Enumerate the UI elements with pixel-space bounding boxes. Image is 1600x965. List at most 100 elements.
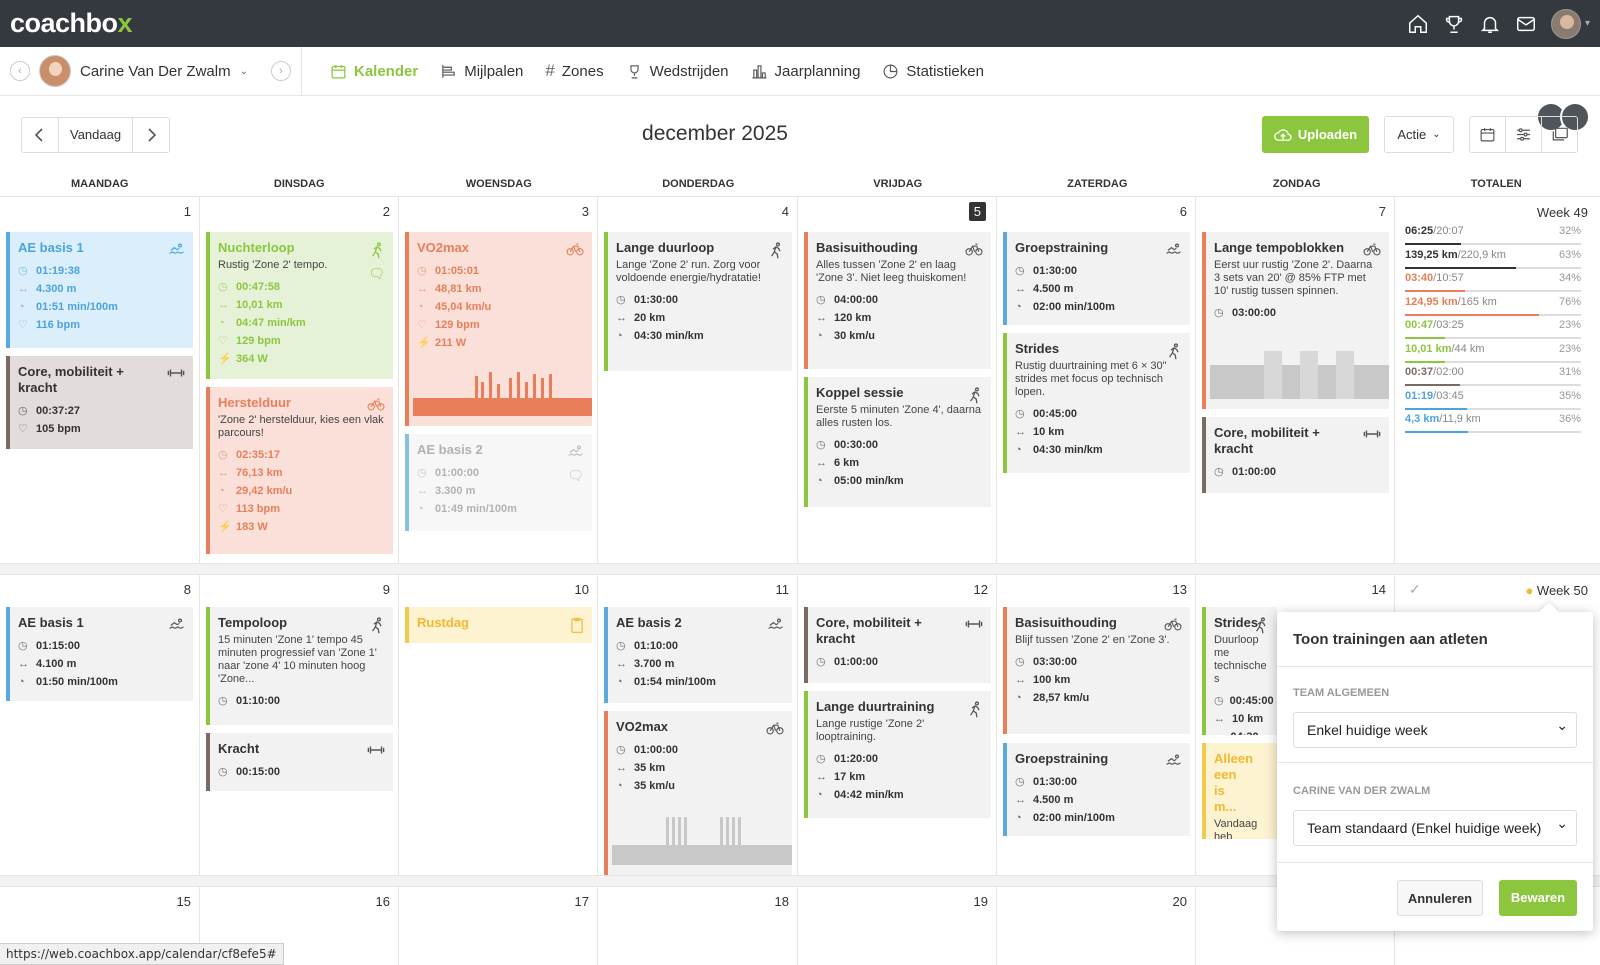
- swim-icon: [1165, 242, 1182, 261]
- workout-stat: ◔ 35 km/u: [616, 777, 784, 795]
- day-cell[interactable]: 1: [0, 197, 200, 563]
- workout-card[interactable]: Basisuithouding Blijf tussen 'Zone 2' en …: [1003, 607, 1190, 734]
- workout-card[interactable]: Strides Rustig duurtraining met 6 × 30" s…: [1003, 333, 1190, 473]
- workout-card[interactable]: Groepstraining ◷ 01:30:00 ↔ 4.500 m ◔ 02:00 mi…: [1003, 232, 1190, 325]
- workout-card[interactable]: Koppel sessie Eerste 5 minuten 'Zone 4', …: [804, 377, 991, 507]
- workout-stat: ⚡ 211 W: [417, 334, 584, 352]
- coachbox-logo[interactable]: coachbox: [10, 8, 133, 38]
- clipboard-icon: [570, 617, 584, 638]
- workout-card[interactable]: Lange duurloop Lange 'Zone 2' run. Zorg v…: [604, 232, 792, 371]
- check-icon[interactable]: ✓: [1409, 581, 1421, 597]
- calendar-view-button[interactable]: [1470, 117, 1506, 152]
- workout-card[interactable]: AE basis 2 ◷ 01:10:00 ↔ 3.700 m ◔ 01:54 min/10…: [604, 607, 792, 703]
- total-row: 00:37/02:00 31%: [1405, 366, 1581, 389]
- workout-card[interactable]: Rustdag: [405, 607, 592, 643]
- save-button[interactable]: Bewaren: [1499, 880, 1577, 916]
- prev-athlete-button[interactable]: ‹: [10, 61, 30, 81]
- mail-icon[interactable]: [1515, 13, 1537, 35]
- workout-card[interactable]: Groepstraining ◷ 01:30:00 ↔ 4.500 m ◔ 02:00 mi…: [1003, 743, 1190, 836]
- workout-card[interactable]: Herstelduur 'Zone 2' herstelduur, kies ee…: [206, 387, 393, 554]
- cancel-button[interactable]: Annuleren: [1397, 880, 1483, 916]
- tab-wedstrijden[interactable]: Wedstrijden: [626, 63, 729, 80]
- comment-icon[interactable]: 🗨: [368, 266, 385, 281]
- workout-card[interactable]: Core, mobiliteit + kracht ◷ 01:00:00: [1202, 417, 1389, 493]
- workout-stat: ↔ 3.700 m: [616, 655, 784, 673]
- stat-icon: ◷: [417, 265, 427, 277]
- workout-card[interactable]: VO2max ◷ 01:00:00 ↔ 35 km ◔ 35 km/u: [604, 711, 792, 875]
- stat-icon: ◔: [1015, 301, 1022, 313]
- day-cell[interactable]: 10: [399, 575, 598, 875]
- stat-icon: ↔: [616, 658, 627, 670]
- workout-card[interactable]: AE basis 1 ◷ 01:19:38 ↔ 4.300 m ◔ 01:51 min/10…: [6, 232, 193, 348]
- team-general-select[interactable]: Enkel huidige week: [1293, 708, 1577, 748]
- workout-stat: ◔ 01:51 min/100m: [18, 298, 185, 316]
- workout-card[interactable]: Tempoloop 15 minuten 'Zone 1' tempo 45 mi…: [206, 607, 393, 725]
- day-cell[interactable]: 4: [598, 197, 798, 563]
- day-cell[interactable]: 11: [598, 575, 798, 875]
- next-athlete-button[interactable]: ›: [271, 61, 291, 81]
- workout-card[interactable]: AE basis 1 ◷ 01:15:00 ↔ 4.100 m ◔ 01:50 min/10…: [6, 607, 193, 701]
- workout-card[interactable]: Core, mobiliteit + kracht ◷ 00:37:27 ♡ 105 b…: [6, 356, 193, 449]
- trophy-icon[interactable]: [1443, 13, 1465, 35]
- workout-card[interactable]: Alleen een is m... Vandaag heb beperkt ti…: [1202, 743, 1277, 839]
- day-cell[interactable]: 15: [0, 887, 200, 965]
- home-icon[interactable]: [1407, 13, 1429, 35]
- comment-icon[interactable]: 🗨: [567, 468, 584, 483]
- tab-statistieken[interactable]: Statistieken: [882, 63, 984, 80]
- workout-card[interactable]: Strides Duurloop me technische s ◷ 00:45:00…: [1202, 607, 1277, 735]
- prev-month-button[interactable]: [22, 118, 58, 152]
- day-cell[interactable]: 8: [0, 575, 200, 875]
- upload-button[interactable]: Uploaden: [1262, 116, 1369, 153]
- workout-title: Groepstraining: [1015, 751, 1109, 766]
- workout-title: Lange duurtraining: [816, 699, 935, 714]
- workout-stats: ◷ 03:00:00: [1214, 304, 1381, 322]
- next-month-button[interactable]: [133, 118, 169, 152]
- stat-icon: ↔: [417, 283, 428, 295]
- filter-settings-button[interactable]: [1506, 117, 1542, 152]
- athlete-select[interactable]: Team standaard (Enkel huidige week): [1293, 806, 1577, 846]
- workout-card[interactable]: Kracht ◷ 00:15:00: [206, 733, 393, 791]
- workout-card[interactable]: Lange tempoblokken Eerst uur rustig 'Zone…: [1202, 232, 1389, 409]
- workout-card[interactable]: VO2max ◷ 01:05:01 ↔ 48,81 km ◔ 45,04 km/u ♡ 129 …: [405, 232, 592, 426]
- workout-stats: ◷ 01:05:01 ↔ 48,81 km ◔ 45,04 km/u ♡ 129 bpm ⚡ 21…: [417, 262, 584, 352]
- athlete-name[interactable]: Carine Van Der Zwalm: [80, 62, 231, 80]
- workout-card[interactable]: Basisuithouding Alles tussen 'Zone 2' en …: [804, 232, 991, 369]
- tab-jaarplanning[interactable]: Jaarplanning: [751, 63, 860, 80]
- user-avatar[interactable]: [1550, 8, 1581, 39]
- copy-view-button[interactable]: [1542, 117, 1577, 152]
- workout-stats: ◷ 01:15:00 ↔ 4.100 m ◔ 01:50 min/100m: [18, 637, 185, 691]
- tab-kalender[interactable]: Kalender: [330, 63, 418, 80]
- tab-zones[interactable]: # Zones: [545, 61, 604, 80]
- day-cell[interactable]: 19: [798, 887, 997, 965]
- action-dropdown[interactable]: Actie ⌄: [1384, 116, 1454, 153]
- day-cell[interactable]: 7: [1196, 197, 1395, 563]
- day-number: 2: [382, 204, 390, 219]
- stat-icon: ◔: [1015, 692, 1022, 704]
- day-cell[interactable]: 2: [200, 197, 399, 563]
- day-cell[interactable]: 3: [399, 197, 598, 563]
- day-cell[interactable]: 16: [200, 887, 399, 965]
- day-number: 4: [781, 204, 789, 219]
- day-cell[interactable]: 12: [798, 575, 997, 875]
- day-cell[interactable]: 13: [997, 575, 1196, 875]
- day-cell[interactable]: 17: [399, 887, 598, 965]
- day-number: 7: [1378, 204, 1386, 219]
- chevron-down-icon[interactable]: ⌄: [239, 65, 248, 77]
- day-cell[interactable]: 9: [200, 575, 399, 875]
- workout-card[interactable]: AE basis 2 ◷ 01:00:00 ↔ 3.300 m ◔ 01:49 min/10…: [405, 434, 592, 531]
- workout-card[interactable]: Lange duurtraining Lange rustige 'Zone 2'…: [804, 691, 991, 818]
- day-cell[interactable]: 5: [798, 197, 997, 563]
- tab-mijlpalen[interactable]: Mijlpalen: [440, 63, 523, 80]
- workout-stats: ◷ 01:20:00 ↔ 17 km ◔ 04:42 min/km: [816, 750, 983, 804]
- workout-stat: ◷ 00:15:00: [218, 763, 385, 781]
- day-cell[interactable]: 6: [997, 197, 1196, 563]
- day-cell[interactable]: 20: [997, 887, 1196, 965]
- day-cell[interactable]: 18: [598, 887, 798, 965]
- chevron-down-icon[interactable]: ▾: [1584, 18, 1590, 29]
- workout-card[interactable]: Core, mobiliteit + kracht ◷ 01:00:00: [804, 607, 991, 683]
- today-button[interactable]: Vandaag: [58, 118, 134, 152]
- bell-icon[interactable]: [1479, 13, 1501, 35]
- progress-bar: [1405, 431, 1581, 433]
- workout-title: Nuchterloop: [218, 240, 295, 255]
- workout-card[interactable]: Nuchterloop Rustig 'Zone 2' tempo. ◷ 00:47:…: [206, 232, 393, 379]
